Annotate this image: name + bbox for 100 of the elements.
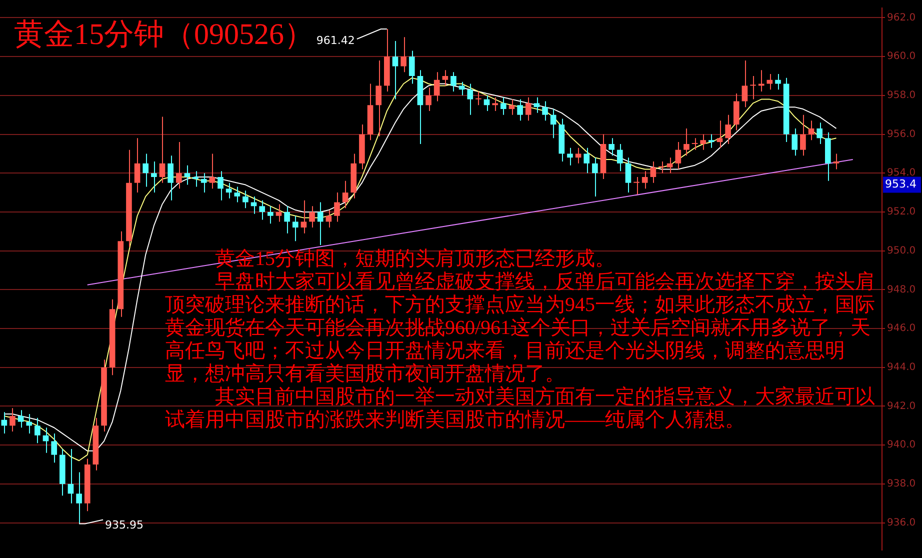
candlestick <box>708 134 714 148</box>
candlestick <box>242 190 248 209</box>
candlestick <box>500 96 506 116</box>
candlestick <box>550 108 556 139</box>
candlestick <box>608 138 614 156</box>
candlestick <box>176 142 182 190</box>
candlestick <box>51 432 57 464</box>
y-tick-label: 938.0 <box>887 478 916 490</box>
candlestick <box>276 204 282 222</box>
y-tick-label: 950.0 <box>887 245 916 256</box>
candlestick <box>18 410 24 428</box>
candlestick <box>142 153 149 188</box>
candlestick <box>725 114 731 144</box>
candlestick <box>218 170 224 201</box>
candlestick <box>209 153 216 190</box>
y-tick-label: 954.0 <box>887 168 916 179</box>
candlestick <box>408 50 415 84</box>
annotation: 935.95 <box>105 518 144 532</box>
chart-title: 黄金15分钟（090526） <box>14 17 314 53</box>
y-tick-label: 956.0 <box>887 128 916 140</box>
candlestick <box>76 472 82 524</box>
candlestick <box>226 182 232 199</box>
candlestick <box>426 87 432 112</box>
candlestick <box>567 147 573 166</box>
candlestick <box>742 60 748 108</box>
candlestick <box>733 92 740 131</box>
candlestick <box>492 96 498 112</box>
candlestick <box>342 180 348 209</box>
candlestick <box>300 200 307 234</box>
candlestick <box>259 200 266 220</box>
candlestick <box>458 81 465 96</box>
candlestick <box>284 206 290 234</box>
candlestick <box>517 98 523 122</box>
candlestick <box>700 134 706 150</box>
candlestick <box>658 160 664 174</box>
candlestick <box>26 414 32 434</box>
candlestick <box>268 206 274 224</box>
candlestick <box>534 96 540 114</box>
annotation: 其实目前中国股市的一举一动对美国方面有一定的指导意义，大家最近可以试着用中国股市的涨跌来判断美国股市的情况——纯属个人猜想。 <box>165 386 876 432</box>
y-tick-label: 944.0 <box>887 362 916 373</box>
candlestick <box>434 72 440 102</box>
candlestick <box>792 128 798 156</box>
candlestick <box>750 75 756 100</box>
candlestick <box>816 122 823 144</box>
candlestick <box>634 176 640 195</box>
candlestick <box>650 160 656 184</box>
candlestick <box>542 100 548 122</box>
candlestick <box>400 36 406 73</box>
candlestick <box>775 74 781 90</box>
candlestick <box>766 74 773 90</box>
candlestick <box>833 153 840 170</box>
y-tick-label: 936.0 <box>887 517 916 528</box>
candlestick <box>192 170 198 188</box>
candlestick <box>800 114 806 156</box>
candlestick <box>392 40 398 100</box>
candlestick <box>200 172 207 194</box>
candlestick <box>134 138 140 194</box>
candlestick <box>525 96 532 122</box>
annotation: 早盘时大家可以看见曾经虚破支撑线，反弹后可能会再次选择下穿，按头肩顶突破理论来推断的话，下方的支撑点应当为945一线；如果此形态不成立，国际黄金现货在今天可能会再次挑战960/961这个关口，过关后空间就不用多说了，天高任鸟飞吧；不过从今日开盘情况来看，目前还是个光头阴线，调整的意思明显，想冲高只有看美国股市夜间开盘情况了。 <box>165 271 876 386</box>
y-tick-label: 960.0 <box>887 51 916 62</box>
candlestick <box>584 147 590 174</box>
y-tick-label: 942.0 <box>887 400 916 412</box>
candlestick <box>10 408 16 432</box>
candlestick <box>450 72 456 92</box>
y-tick-label: 946.0 <box>887 323 916 334</box>
candlestick <box>616 143 623 172</box>
candlestick <box>159 116 166 184</box>
annotation: 961.42 <box>316 34 355 47</box>
y-tick-label: 940.0 <box>887 440 916 451</box>
candlestick <box>234 186 240 203</box>
y-tick-label: 952.0 <box>887 206 916 218</box>
candlestick <box>508 98 515 116</box>
candlestick <box>625 157 632 194</box>
y-tick-label: 948.0 <box>887 284 916 296</box>
candlestick <box>675 142 682 170</box>
candlestick <box>575 147 582 164</box>
candlestick <box>666 157 673 174</box>
y-tick-label: 962.0 <box>887 12 916 24</box>
candlestick <box>1 412 8 434</box>
candlestick <box>808 120 814 141</box>
candlestick <box>442 70 448 86</box>
candlestick <box>592 157 598 197</box>
candlestick <box>376 60 382 137</box>
candlestick <box>68 448 74 504</box>
candlestick <box>317 202 324 246</box>
candlestick <box>476 91 482 106</box>
candlestick <box>34 417 40 444</box>
candlestick <box>309 206 315 228</box>
candlestick <box>642 170 648 190</box>
candlestick <box>684 128 690 156</box>
candlestick <box>168 155 174 201</box>
candlestick <box>716 120 723 148</box>
y-tick-label: 958.0 <box>887 90 916 102</box>
candlestick <box>692 138 698 150</box>
candlestick <box>184 164 190 186</box>
candlestick <box>292 215 298 242</box>
annotation: 953.4 <box>885 178 916 191</box>
candlestick <box>151 160 157 194</box>
candlestick <box>334 192 340 222</box>
candlestick <box>467 83 474 116</box>
